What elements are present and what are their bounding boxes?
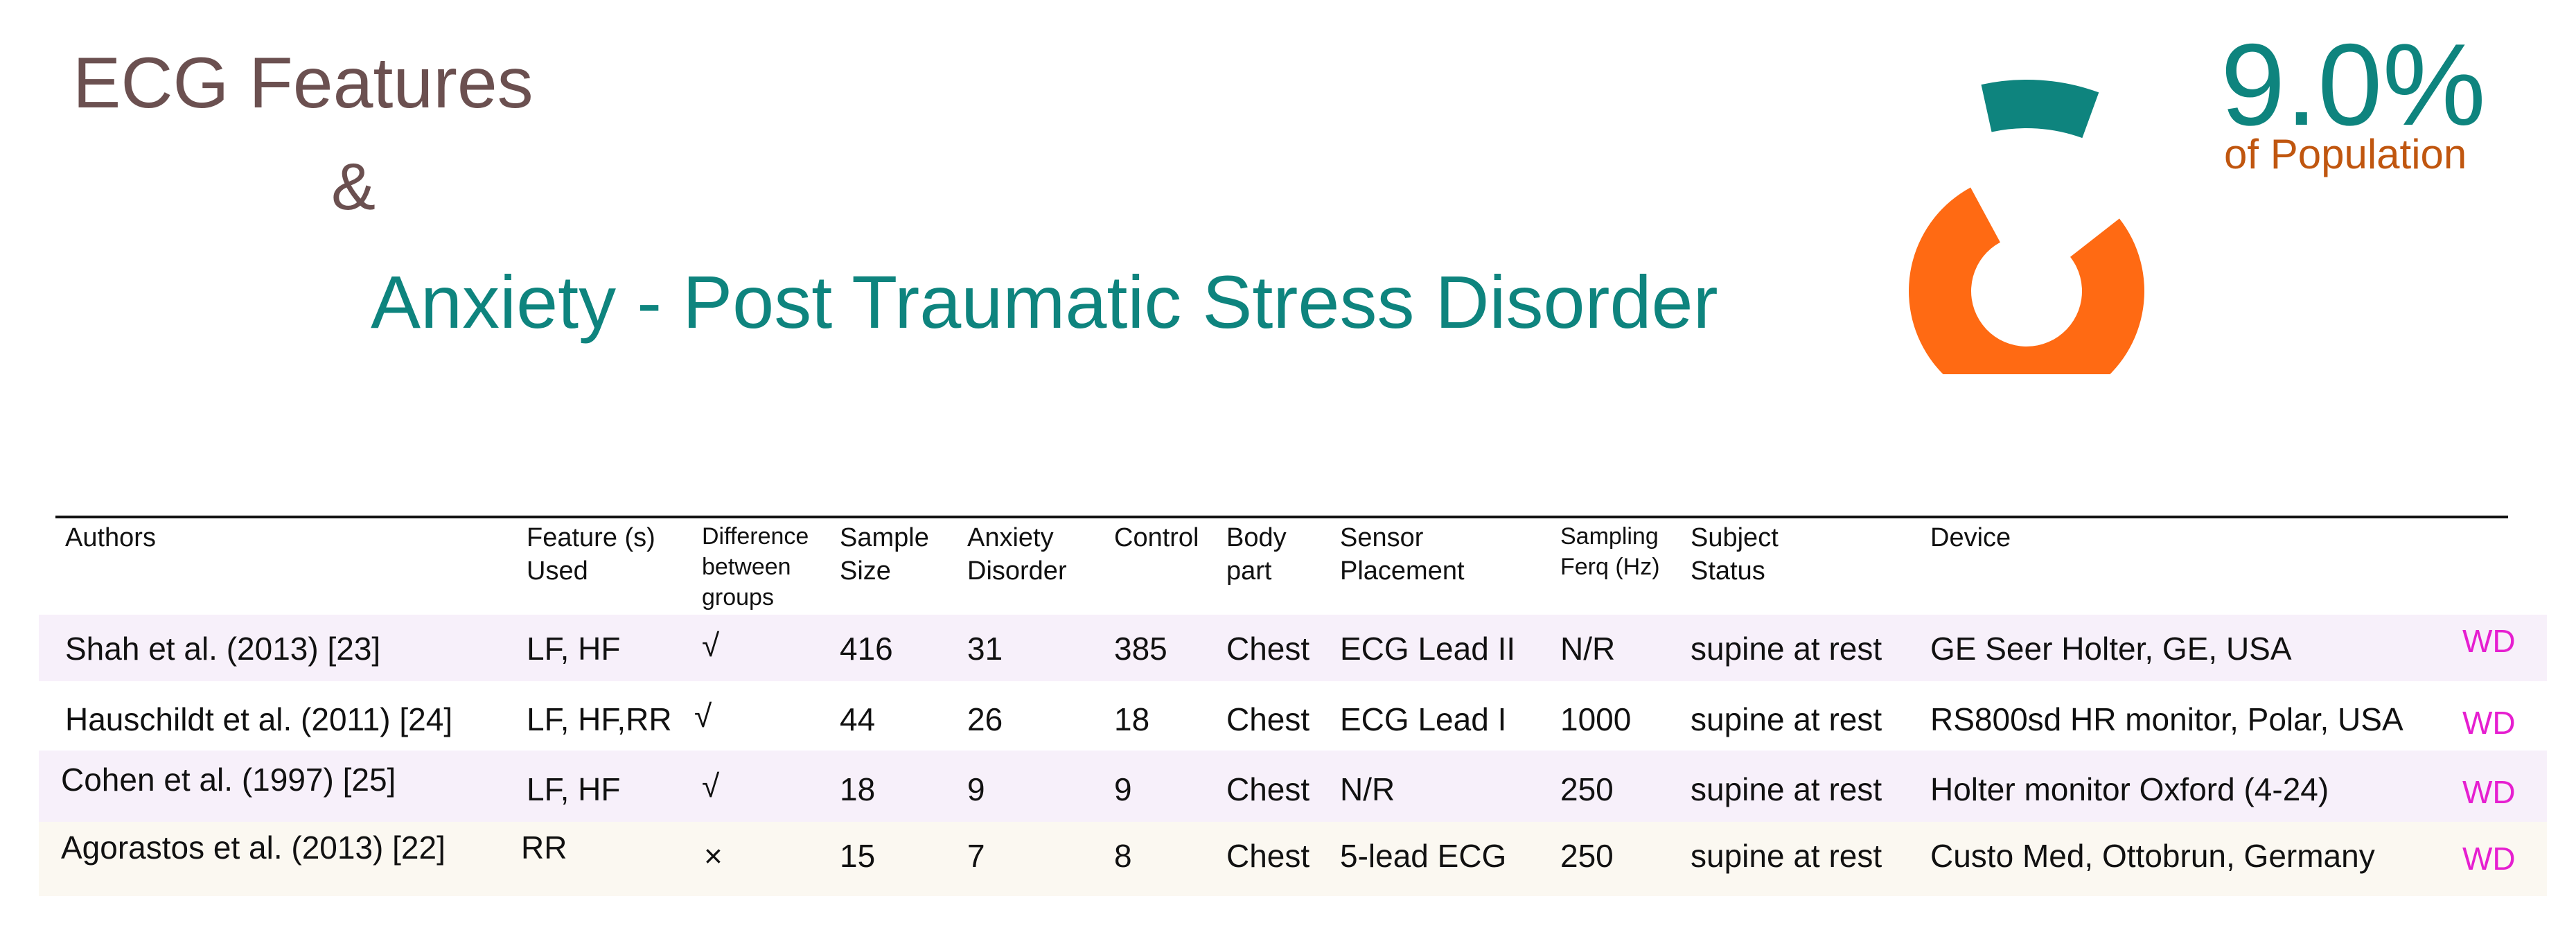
donut-remainder-segment xyxy=(1909,187,2144,374)
donut-highlight-segment xyxy=(1981,80,2099,139)
table-row-band xyxy=(39,822,2547,896)
cell-difference: × xyxy=(704,838,723,874)
cell-sampling-freq: 250 xyxy=(1560,771,1614,807)
wd-tag: WD xyxy=(2462,841,2516,877)
header-anxiety-disorder: Anxiety Disorder xyxy=(967,523,1067,586)
cell-sampling-freq: 1000 xyxy=(1560,701,1632,737)
cell-body-part: Chest xyxy=(1226,771,1310,807)
cell-sensor-placement: ECG Lead I xyxy=(1340,701,1507,737)
table-row-band xyxy=(39,615,2547,681)
header-authors: Authors xyxy=(65,523,156,552)
cell-sampling-freq: 250 xyxy=(1560,838,1614,874)
cell-sample-size: 15 xyxy=(840,838,876,874)
cell-authors: Hauschildt et al. (2011) [24] xyxy=(65,701,453,737)
cell-control: 18 xyxy=(1114,701,1150,737)
cell-features: LF, HF,RR xyxy=(527,701,672,737)
cell-subject-status: supine at rest xyxy=(1691,631,1882,667)
stat-label: of Population xyxy=(2224,131,2467,177)
cell-anxiety-disorder: 7 xyxy=(967,838,985,874)
cell-difference: √ xyxy=(702,627,720,663)
table-top-rule xyxy=(55,516,2508,518)
cell-device: GE Seer Holter, GE, USA xyxy=(1930,631,2292,667)
cell-authors: Cohen et al. (1997) [25] xyxy=(61,762,396,798)
header-device: Device xyxy=(1930,523,2011,552)
header-features: Feature (s) Used xyxy=(527,523,655,586)
slide-subtitle: Anxiety - Post Traumatic Stress Disorder xyxy=(371,260,1718,344)
cell-authors: Agorastos et al. (2013) [22] xyxy=(61,830,445,866)
cell-authors: Shah et al. (2013) [23] xyxy=(65,631,381,667)
cell-control: 8 xyxy=(1114,838,1132,874)
wd-tag: WD xyxy=(2462,705,2516,741)
cell-anxiety-disorder: 26 xyxy=(967,701,1003,737)
cell-difference: √ xyxy=(702,768,720,804)
cell-subject-status: supine at rest xyxy=(1691,838,1882,874)
cell-subject-status: supine at rest xyxy=(1691,771,1882,807)
cell-control: 9 xyxy=(1114,771,1132,807)
wd-tag: WD xyxy=(2462,774,2516,810)
wd-tag: WD xyxy=(2462,623,2516,659)
cell-control: 385 xyxy=(1114,631,1167,667)
table-row-band xyxy=(39,751,2547,822)
cell-difference: √ xyxy=(694,698,712,734)
cell-sample-size: 44 xyxy=(840,701,876,737)
cell-anxiety-disorder: 31 xyxy=(967,631,1003,667)
slide-title: ECG Features xyxy=(73,43,533,123)
cell-anxiety-disorder: 9 xyxy=(967,771,985,807)
header-subject-status: Subject Status xyxy=(1691,523,1779,586)
cell-sample-size: 416 xyxy=(840,631,893,667)
stat-value: 9.0% xyxy=(2221,19,2486,150)
header-difference: Difference between groups xyxy=(702,523,809,611)
cell-features: LF, HF xyxy=(527,771,621,807)
header-sensor-placement: Sensor Placement xyxy=(1340,523,1465,586)
cell-sampling-freq: N/R xyxy=(1560,631,1616,667)
cell-device: RS800sd HR monitor, Polar, USA xyxy=(1930,701,2403,737)
population-donut-icon xyxy=(1909,80,2144,374)
cell-subject-status: supine at rest xyxy=(1691,701,1882,737)
cell-sample-size: 18 xyxy=(840,771,876,807)
cell-sensor-placement: ECG Lead II xyxy=(1340,631,1516,667)
cell-sensor-placement: 5-lead ECG xyxy=(1340,838,1507,874)
cell-body-part: Chest xyxy=(1226,631,1310,667)
cell-sensor-placement: N/R xyxy=(1340,771,1395,807)
cell-device: Holter monitor Oxford (4-24) xyxy=(1930,771,2329,807)
header-sampling-freq: Sampling Ferq (Hz) xyxy=(1560,523,1660,580)
title-ampersand: & xyxy=(331,150,376,224)
cell-body-part: Chest xyxy=(1226,838,1310,874)
table-row-band xyxy=(39,681,2547,751)
cell-features: RR xyxy=(521,830,567,866)
cell-device: Custo Med, Ottobrun, Germany xyxy=(1930,838,2375,874)
header-body-part: Body part xyxy=(1226,523,1287,586)
cell-features: LF, HF xyxy=(527,631,621,667)
header-control: Control xyxy=(1114,523,1199,552)
cell-body-part: Chest xyxy=(1226,701,1310,737)
header-sample-size: Sample Size xyxy=(840,523,929,586)
